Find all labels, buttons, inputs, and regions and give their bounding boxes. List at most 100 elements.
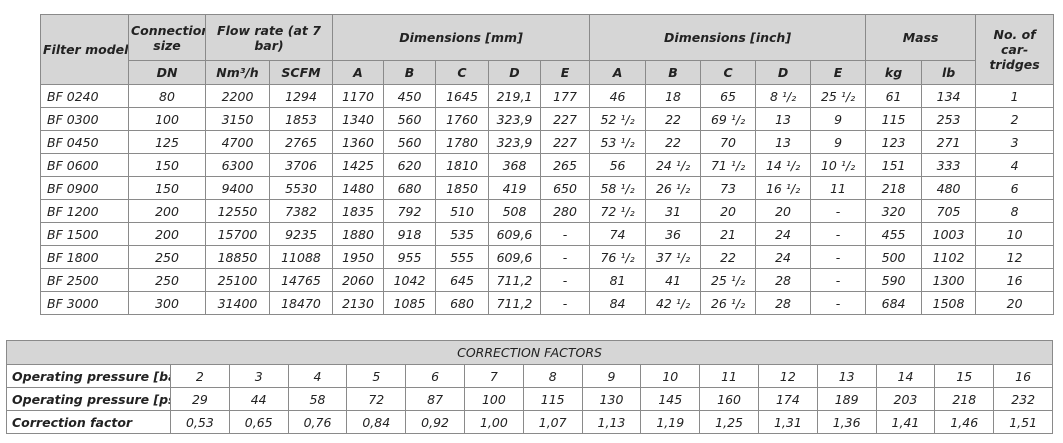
value-cell: 100 <box>128 107 206 131</box>
value-cell: 56 <box>589 153 647 177</box>
correction-value-cell: 0,92 <box>405 410 465 434</box>
subheader-cell: E <box>539 60 591 85</box>
correction-value-cell: 1,51 <box>993 410 1054 434</box>
value-cell: 1170 <box>332 84 384 108</box>
correction-row-label: Correction factor <box>6 410 171 434</box>
value-cell: 18470 <box>269 291 333 315</box>
value-cell: 6 <box>975 176 1055 200</box>
value-cell: 535 <box>435 222 489 246</box>
value-cell: 2765 <box>269 130 333 154</box>
value-cell: 1 <box>975 84 1055 108</box>
correction-value-cell: 232 <box>993 387 1054 411</box>
value-cell: 24 ¹/₂ <box>645 153 702 177</box>
header-row: Filter model Connection size Flow rate (… <box>40 14 1055 85</box>
filter-spec-table: Filter model Connection size Flow rate (… <box>40 14 1055 315</box>
value-cell: 2200 <box>205 84 270 108</box>
table-row: BF 3000 300 31400 18470 2130 1085 680 711,2-84 4… <box>40 291 1055 315</box>
value-cell: 13 <box>755 107 812 131</box>
correction-row: Operating pressure [bar]2345678910111213… <box>6 364 1054 388</box>
correction-value-cell: 145 <box>640 387 701 411</box>
value-cell: 645 <box>435 268 489 292</box>
filter-spec-body: BF 0240 80 2200 1294 1170 450 1645 219,1 177 46 18… <box>40 84 1055 315</box>
value-cell: 25100 <box>205 268 270 292</box>
value-cell: 22 <box>700 245 757 269</box>
subheader-cell: SCFM <box>269 60 333 85</box>
correction-value-cell: 9 <box>581 364 642 388</box>
value-cell: 150 <box>128 153 206 177</box>
header-dimensions-mm: Dimensions [mm] <box>331 14 591 61</box>
value-cell: 69 ¹/₂ <box>700 107 757 131</box>
value-cell: 555 <box>435 245 489 269</box>
value-cell: 3150 <box>205 107 270 131</box>
correction-title-row: CORRECTION FACTORS <box>5 340 1054 365</box>
subheader-cell: kg <box>865 60 923 85</box>
correction-value-cell: 0,53 <box>170 410 230 434</box>
value-cell: - <box>539 268 591 292</box>
value-cell: 80 <box>128 84 206 108</box>
value-cell: 70 <box>700 130 757 154</box>
value-cell: 918 <box>383 222 436 246</box>
table-row: BF 0300 100 3150 1853 1340 560 1760 323,9 227 52 … <box>40 107 1055 131</box>
value-cell: 1760 <box>435 107 489 131</box>
value-cell: 10 <box>975 222 1055 246</box>
value-cell: 12 <box>975 245 1055 269</box>
value-cell: 25 ¹/₂ <box>810 84 867 108</box>
correction-row-label: Operating pressure [bar] <box>6 364 171 388</box>
table-row: BF 1800 250 18850 11088 1950 955 555 609,6-76 ¹… <box>40 245 1055 269</box>
value-cell: 609,6 <box>488 222 541 246</box>
value-cell: 22 <box>645 107 702 131</box>
value-cell: 58 ¹/₂ <box>589 176 647 200</box>
value-cell: 1780 <box>435 130 489 154</box>
subheader-cell: B <box>383 60 436 85</box>
value-cell: 26 ¹/₂ <box>645 176 702 200</box>
value-cell: 705 <box>921 199 977 223</box>
correction-value-cell: 0,76 <box>287 410 348 434</box>
value-cell: 1810 <box>435 153 489 177</box>
correction-value-cell: 115 <box>522 387 583 411</box>
correction-value-cell: 12 <box>757 364 818 388</box>
table-row: BF 0600 150 6300 3706 1425 620 1810 368 265 56 24 … <box>40 153 1055 177</box>
value-cell: 123 <box>865 130 923 154</box>
subheader-cell: C <box>435 60 489 85</box>
value-cell: - <box>539 245 591 269</box>
value-cell: 227 <box>539 107 591 131</box>
model-cell: BF 0600 <box>40 153 129 177</box>
value-cell: 323,9 <box>488 130 541 154</box>
value-cell: 5530 <box>269 176 333 200</box>
value-cell: 42 ¹/₂ <box>645 291 702 315</box>
value-cell: 24 <box>755 245 812 269</box>
correction-value-cell: 72 <box>346 387 407 411</box>
value-cell: - <box>810 268 867 292</box>
value-cell: 3706 <box>269 153 333 177</box>
value-cell: 1480 <box>332 176 384 200</box>
value-cell: 1880 <box>332 222 384 246</box>
value-cell: 684 <box>865 291 923 315</box>
value-cell: 1340 <box>332 107 384 131</box>
value-cell: 14 ¹/₂ <box>755 153 812 177</box>
correction-value-cell: 7 <box>463 364 524 388</box>
value-cell: 510 <box>435 199 489 223</box>
correction-row: Operating pressure [psi] 29 44 58 72 87 100 115… <box>6 387 1054 411</box>
correction-factors-table: CORRECTION FACTORS Operating pressure [b… <box>5 340 1054 434</box>
correction-value-cell: 6 <box>405 364 465 388</box>
correction-value-cell: 44 <box>228 387 289 411</box>
value-cell: 450 <box>383 84 436 108</box>
subheader-cell: A <box>589 60 647 85</box>
correction-value-cell: 203 <box>875 387 936 411</box>
subheader-cell: Nm³/h <box>205 60 270 85</box>
value-cell: 8 <box>975 199 1055 223</box>
correction-value-cell: 11 <box>699 364 759 388</box>
value-cell: 21 <box>700 222 757 246</box>
correction-value-cell: 2 <box>170 364 230 388</box>
table-row: BF 1200 200 12550 7382 1835 792 510 508 280 72 ¹/… <box>40 199 1055 223</box>
value-cell: 1085 <box>383 291 436 315</box>
value-cell: 368 <box>488 153 541 177</box>
value-cell: 1294 <box>269 84 333 108</box>
value-cell: 12550 <box>205 199 270 223</box>
model-cell: BF 3000 <box>40 291 129 315</box>
value-cell: 11088 <box>269 245 333 269</box>
value-cell: 151 <box>865 153 923 177</box>
value-cell: 227 <box>539 130 591 154</box>
value-cell: 81 <box>589 268 647 292</box>
subheader-cell: C <box>700 60 757 85</box>
